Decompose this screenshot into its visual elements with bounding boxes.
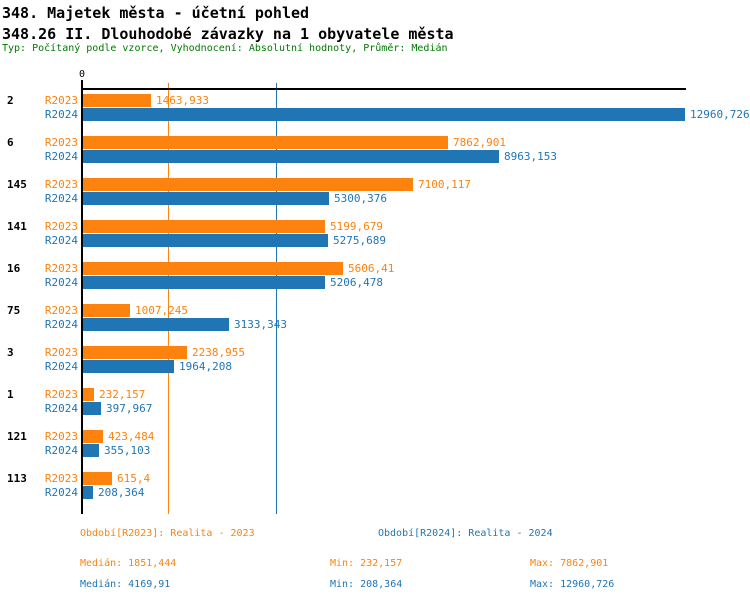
value-label-r2023: 615,4	[117, 472, 151, 485]
category-label: 6	[7, 136, 14, 149]
bar-r2023	[83, 136, 448, 149]
series-label-r2023: R2023	[44, 388, 78, 401]
category-label: 3	[7, 346, 14, 359]
bar-r2024	[83, 402, 101, 415]
series-label-r2023: R2023	[44, 472, 78, 485]
value-label-r2023: 2238,955	[192, 346, 245, 359]
bar-r2024	[83, 192, 329, 205]
value-label-r2024: 1964,208	[179, 360, 232, 373]
value-label-r2024: 8963,153	[504, 150, 557, 163]
value-label-r2023: 1463,933	[156, 94, 209, 107]
series-label-r2023: R2023	[44, 262, 78, 275]
series-label-r2024: R2024	[44, 444, 78, 457]
series-label-r2023: R2023	[44, 136, 78, 149]
bar-r2023	[83, 178, 413, 191]
value-label-r2024: 208,364	[98, 486, 145, 499]
median-line-r2024	[276, 83, 277, 514]
stat-min-r2024: Min: 208,364	[330, 579, 403, 590]
stat-median-r2024: Medián: 4169,91	[80, 579, 171, 590]
legend-period-r2023: Období[R2023]: Realita - 2023	[80, 528, 255, 539]
axis-zero-label: 0	[78, 69, 86, 80]
series-label-r2023: R2023	[44, 430, 78, 443]
category-label: 141	[7, 220, 27, 233]
bar-r2023	[83, 262, 343, 275]
value-label-r2023: 5199,679	[330, 220, 383, 233]
value-label-r2024: 3133,343	[234, 318, 287, 331]
category-label: 16	[7, 262, 21, 275]
value-label-r2024: 5206,478	[330, 276, 383, 289]
stat-max-r2024: Max: 12960,726	[530, 579, 615, 590]
series-label-r2023: R2023	[44, 178, 78, 191]
series-label-r2023: R2023	[44, 94, 78, 107]
series-label-r2023: R2023	[44, 304, 78, 317]
value-label-r2024: 5300,376	[334, 192, 387, 205]
zero-axis-line	[81, 80, 83, 514]
bar-r2023	[83, 472, 112, 485]
value-label-r2023: 423,484	[108, 430, 155, 443]
series-label-r2024: R2024	[44, 360, 78, 373]
series-label-r2023: R2023	[44, 220, 78, 233]
median-line-r2023	[168, 83, 169, 514]
bar-r2024	[83, 360, 174, 373]
chart-meta-line: Typ: Počítaný podle vzorce, Vyhodnocení:…	[2, 43, 448, 54]
category-label: 145	[7, 178, 27, 191]
bar-r2024	[83, 486, 93, 499]
value-label-r2023: 7100,117	[418, 178, 471, 191]
bar-r2023	[83, 220, 325, 233]
bar-r2024	[83, 150, 499, 163]
series-label-r2024: R2024	[44, 276, 78, 289]
series-label-r2024: R2024	[44, 318, 78, 331]
bar-r2024	[83, 108, 685, 121]
value-label-r2024: 5275,689	[333, 234, 386, 247]
value-label-r2024: 12960,726	[690, 108, 750, 121]
bar-r2023	[83, 388, 94, 401]
category-label: 75	[7, 304, 21, 317]
bar-r2023	[83, 94, 151, 107]
value-label-r2023: 232,157	[99, 388, 146, 401]
value-label-r2024: 355,103	[104, 444, 151, 457]
bar-r2024	[83, 444, 99, 457]
value-label-r2024: 397,967	[106, 402, 153, 415]
bar-r2023	[83, 430, 103, 443]
series-label-r2024: R2024	[44, 486, 78, 499]
legend-period-r2024: Období[R2024]: Realita - 2024	[378, 528, 553, 539]
series-label-r2024: R2024	[44, 192, 78, 205]
x-axis-line	[82, 88, 686, 90]
value-label-r2023: 7862,901	[453, 136, 506, 149]
series-label-r2024: R2024	[44, 150, 78, 163]
stat-median-r2023: Medián: 1851,444	[80, 558, 177, 569]
category-label: 2	[7, 94, 14, 107]
page-subtitle: 348.26 II. Dlouhodobé závazky na 1 obyva…	[2, 25, 454, 43]
series-label-r2024: R2024	[44, 234, 78, 247]
bar-r2024	[83, 234, 328, 247]
stat-max-r2023: Max: 7862,901	[530, 558, 609, 569]
value-label-r2023: 1007,245	[135, 304, 188, 317]
stat-min-r2023: Min: 232,157	[330, 558, 403, 569]
value-label-r2023: 5606,41	[348, 262, 395, 275]
bar-r2023	[83, 346, 187, 359]
page-title: 348. Majetek města - účetní pohled	[2, 4, 310, 22]
category-label: 121	[7, 430, 27, 443]
series-label-r2023: R2023	[44, 346, 78, 359]
bar-r2024	[83, 318, 229, 331]
series-label-r2024: R2024	[44, 402, 78, 415]
bar-r2023	[83, 304, 130, 317]
category-label: 1	[7, 388, 14, 401]
series-label-r2024: R2024	[44, 108, 78, 121]
bar-r2024	[83, 276, 325, 289]
category-label: 113	[7, 472, 27, 485]
